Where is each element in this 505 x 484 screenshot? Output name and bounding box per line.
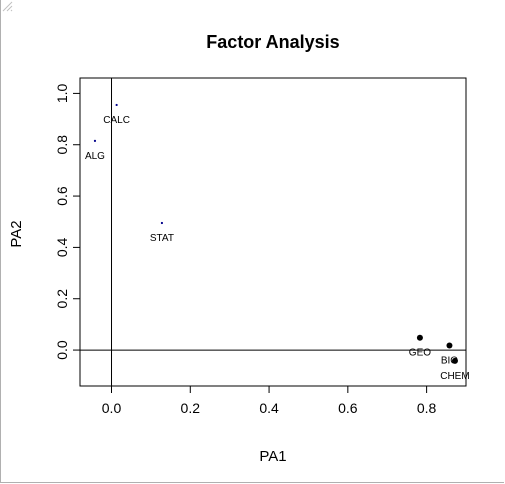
y-tick-label: 0.0 xyxy=(54,340,70,360)
y-tick-label: 0.8 xyxy=(54,135,70,155)
point-label-alg: ALG xyxy=(85,151,105,162)
point-label-bio: BIO xyxy=(441,355,458,366)
point-stat xyxy=(160,221,164,225)
y-axis: 0.0 0.2 0.4 0.6 0.8 1.0 xyxy=(54,83,81,360)
point-calc xyxy=(115,103,118,107)
chart-title: Factor Analysis xyxy=(206,32,339,52)
point-alg xyxy=(93,139,97,142)
plot-area-frame xyxy=(79,77,467,387)
y-axis-label: PA2 xyxy=(8,220,25,247)
point-label-chem: CHEM xyxy=(440,371,469,382)
x-tick-label: 0.6 xyxy=(338,400,358,416)
point-label-geo: GEO xyxy=(409,348,431,359)
x-tick-label: 0.8 xyxy=(417,400,437,416)
point-label-stat: STAT xyxy=(150,233,174,244)
x-axis-label: PA1 xyxy=(259,448,286,465)
y-tick-label: 0.2 xyxy=(54,289,70,309)
x-tick-label: 0.4 xyxy=(259,400,279,416)
x-tick-label: 0.0 xyxy=(102,400,122,416)
resize-grip-icon[interactable] xyxy=(1,0,13,12)
point-chem xyxy=(451,357,458,364)
reference-lines xyxy=(80,78,466,386)
point-bio xyxy=(446,342,453,349)
point-geo xyxy=(416,334,423,341)
point-label-calc: CALC xyxy=(103,115,130,126)
y-tick-label: 0.6 xyxy=(54,186,70,206)
data-points: CALC ALG STAT GEO BIO CHEM xyxy=(85,103,470,382)
x-tick-label: 0.2 xyxy=(181,400,201,416)
y-tick-label: 1.0 xyxy=(54,83,70,103)
x-axis: 0.0 0.2 0.4 0.6 0.8 xyxy=(102,385,437,416)
y-tick-label: 0.4 xyxy=(54,237,70,257)
